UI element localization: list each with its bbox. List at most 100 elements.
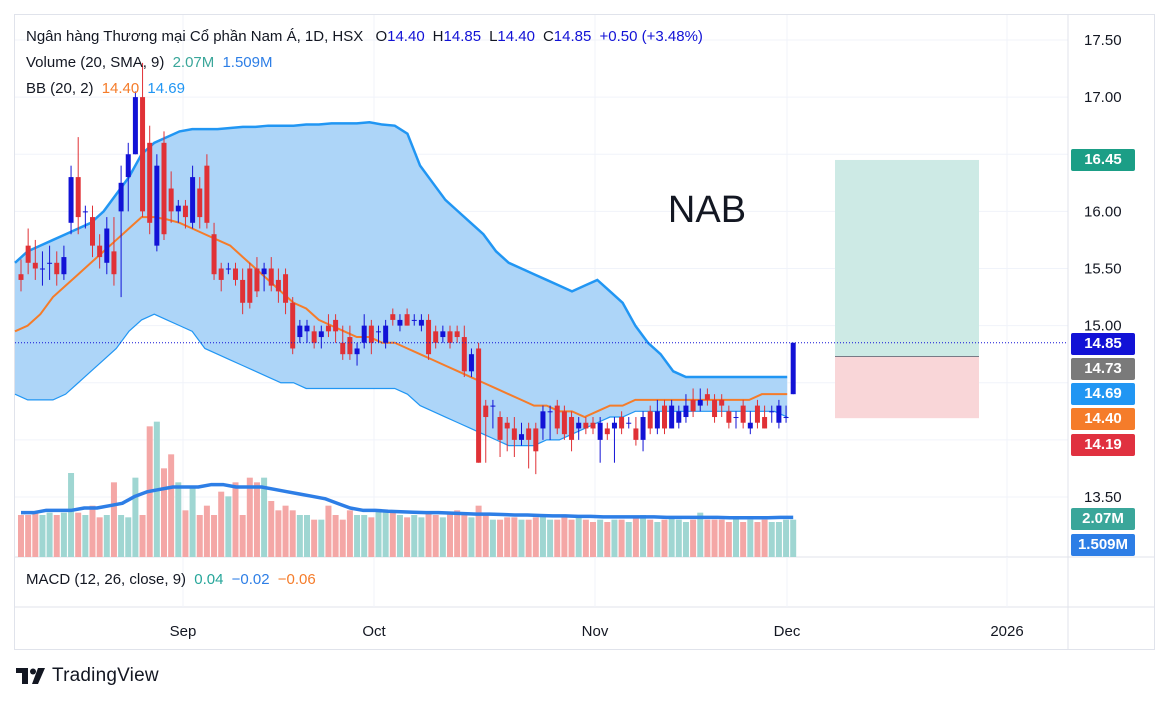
volume-bar [611,519,618,557]
bb-basis-value: 14.40 [101,80,140,97]
volume-bar [318,519,325,557]
candle-body [783,417,789,419]
candle-body [390,314,396,320]
volume-bar [196,515,203,557]
bb-legend[interactable]: BB (20, 2) 14.40 14.69 [26,80,185,97]
candle-body [561,411,567,435]
candle-body [726,411,732,423]
volume-bar [25,515,32,557]
candle-body [218,268,224,280]
time-axis[interactable]: Sep Oct Nov Dec 2026 [170,623,1024,640]
candle-body [304,325,310,332]
candle-body [554,405,560,429]
volume-bar [690,519,697,557]
candle-body [590,422,596,429]
candle-body [240,279,246,303]
time-tick-label: Oct [362,623,386,640]
volume-bar [432,515,439,557]
volume-bar [261,477,268,557]
candle-body [368,325,374,343]
candle-body [676,411,682,423]
volume-bar [511,517,518,557]
volume-bar [725,522,732,557]
volume-bar [439,517,446,557]
volume-bar [632,517,639,557]
volume-bar [575,517,582,557]
volume-bar [311,519,318,557]
volume-legend[interactable]: Volume (20, SMA, 9) 2.07M 1.509M [26,54,273,71]
candle-body [662,405,667,429]
long-position-tool[interactable] [835,159,979,419]
ohlc-l: L14.40 [489,28,535,45]
volume-bar [89,505,96,557]
volume-bar [675,519,682,557]
volume-legend-value: 2.07M [172,54,215,71]
candle-body [433,331,439,343]
ohlc-c: C14.85 [542,28,592,45]
tradingview-logo[interactable]: TradingView [16,665,159,687]
candle-body [182,205,188,218]
candle-body [97,245,103,258]
bb-fill [15,122,788,446]
volume-bar [711,519,718,557]
volume-badge: 2.07M [1071,508,1135,530]
volume-bar [53,515,60,557]
volume-bar [168,454,175,557]
candlestick-series[interactable] [18,62,796,475]
volume-bar [775,522,782,557]
volume-bar [447,512,453,557]
volume-bar [375,510,382,557]
volume-bar [411,515,418,557]
volume-bar [761,519,768,557]
candle-body [619,417,625,429]
candle-body [411,319,417,321]
bb-upper-value: 14.69 [147,80,185,97]
macd-legend[interactable]: MACD (12, 26, close, 9) 0.04 −0.02 −0.06 [26,571,316,588]
candle-body [211,234,217,275]
candle-body [504,422,510,429]
candle-body [690,399,696,412]
macd-hist-value: −0.06 [277,571,316,588]
candle-body [547,411,553,413]
volume-bar [475,505,482,557]
volume-bar [518,519,525,557]
price-axis[interactable]: 17.50 17.00 16.00 15.50 15.00 13.50 [1084,32,1122,506]
candle-body [683,405,689,418]
symbol-legend[interactable]: Ngân hàng Thương mại Cổ phần Nam Á, 1D, … [26,28,703,45]
candle-body [340,342,346,355]
candle-body [175,205,181,212]
macd-value: 0.04 [194,571,224,588]
time-tick-label: Dec [774,623,801,640]
volume-bar [561,515,568,557]
candle-body [611,422,617,429]
candle-body [418,319,424,326]
volume-bar [396,515,403,557]
candle-body [47,262,53,264]
time-tick-label: 2026 [990,623,1023,640]
price-tick-label: 16.00 [1084,203,1122,220]
volume-bar [354,515,361,557]
volume-bar [282,505,289,557]
candle-body [654,411,660,429]
volume-bar [125,517,132,557]
volume-bar [304,515,310,557]
symbol-title: Ngân hàng Thương mại Cổ phần Nam Á, 1D, … [26,28,364,45]
candle-body [82,211,88,213]
volume-bar [790,519,797,557]
volume-bar [532,517,539,557]
candle-body [447,331,453,343]
price-tick-label: 15.50 [1084,261,1122,278]
candle-body [583,422,589,429]
volume-bar [668,517,675,557]
candle-body [190,177,196,223]
volume-bar [654,522,661,557]
candle-body [640,417,646,440]
volume-bar [60,512,67,557]
volume-bar [253,482,260,557]
candle-body [68,177,74,223]
price-badge: 14.40 [1071,408,1135,430]
brand-name: TradingView [52,665,159,686]
price-tick-label: 13.50 [1084,489,1122,506]
candle-body [604,428,610,435]
time-tick-label: Nov [582,623,609,640]
